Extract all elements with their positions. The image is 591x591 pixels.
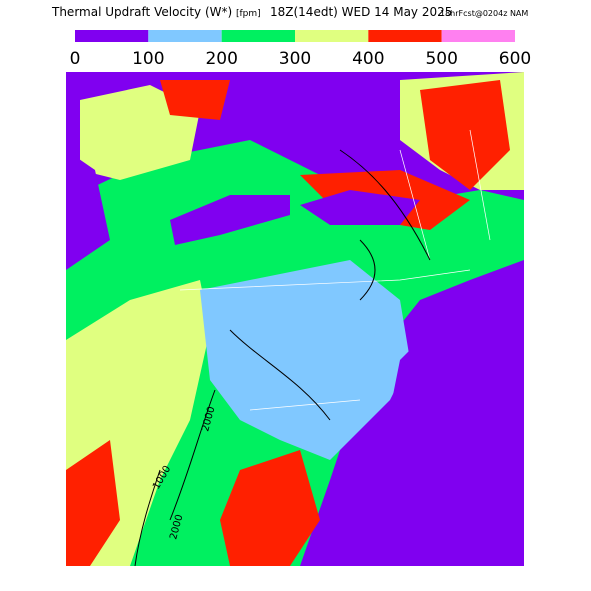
legend-tick-label: 600 — [499, 49, 531, 69]
title-units: [fpm] — [236, 9, 261, 19]
lake-erie — [170, 195, 290, 245]
legend-tick-label: 200 — [205, 49, 237, 69]
map: 2000 1000 2000 — [66, 72, 524, 566]
legend-swatch — [75, 30, 149, 42]
legend-tick-label: 500 — [425, 49, 457, 69]
title-main: Thermal Updraft Velocity (W*) — [51, 5, 232, 19]
legend-swatch — [221, 30, 295, 42]
boundaries — [179, 129, 491, 411]
region-red-north — [160, 80, 230, 120]
legend: 0 100 200 300 400 500 600 — [70, 30, 531, 69]
legend-swatch — [295, 30, 369, 42]
legend-swatch — [368, 30, 442, 42]
region-red-ne — [420, 80, 510, 190]
region-red-south — [220, 450, 320, 566]
region-purple-west — [66, 72, 110, 270]
legend-tick-label: 100 — [132, 49, 164, 69]
legend-tick-label: 400 — [352, 49, 384, 69]
contours — [134, 149, 431, 566]
region-red-sw — [66, 440, 120, 566]
legend-tick-label: 0 — [70, 49, 81, 69]
legend-swatch — [441, 30, 515, 42]
legend-swatch — [148, 30, 222, 42]
title-valid: 18Z(14edt) WED 14 May 2025 — [270, 5, 452, 19]
ocean — [330, 260, 524, 566]
lake-ontario — [300, 190, 420, 225]
legend-tick-label: 300 — [279, 49, 311, 69]
title-model: 18hrFcst@0204z NAM — [440, 9, 528, 18]
